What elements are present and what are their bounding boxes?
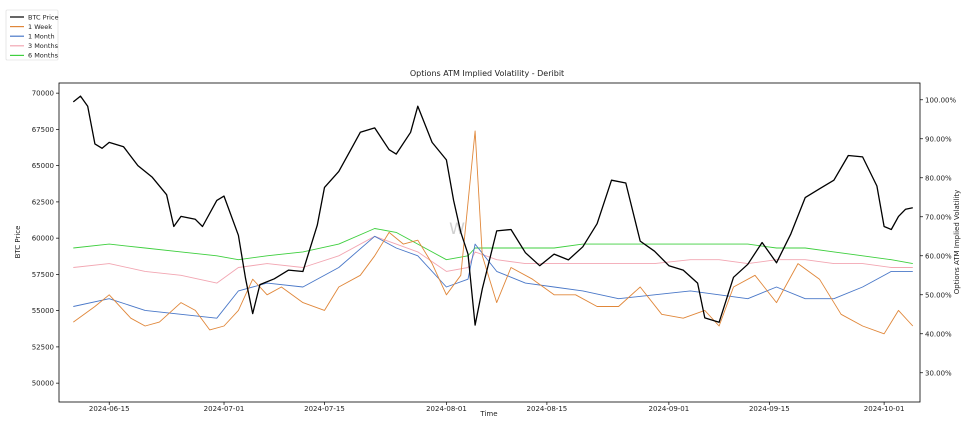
series-line-6-months — [73, 228, 913, 265]
y-left-tick-label: 60000 — [32, 235, 54, 243]
y-right-tick-label: 30.00% — [925, 369, 952, 377]
watermark-text: W — [449, 219, 465, 238]
y-left-tick-label: 62500 — [32, 198, 54, 206]
series-line-1-week — [73, 130, 914, 335]
y-right-tick-label: 40.00% — [925, 330, 952, 338]
y-left-tick-label: 67500 — [32, 126, 54, 134]
y-left-tick-label: 50000 — [32, 380, 54, 388]
y-left-tick-label: 70000 — [32, 90, 54, 98]
y-left-tick-label: 55000 — [32, 307, 54, 315]
series-line-btc-price — [72, 95, 913, 326]
y-left-tick-label: 57500 — [32, 271, 54, 279]
x-tick-label: 2024-10-01 — [864, 405, 905, 413]
series-line-3-months — [73, 235, 913, 284]
series-layer — [72, 95, 914, 335]
y-right-tick-label: 100.00% — [925, 96, 956, 104]
y-right-tick-label: 50.00% — [925, 291, 952, 299]
x-tick-label: 2024-09-15 — [749, 405, 790, 413]
x-tick-label: 2024-08-15 — [527, 405, 568, 413]
x-tick-label: 2024-09-01 — [649, 405, 690, 413]
legend-label: 1 Month — [28, 33, 55, 41]
series-line-1-month — [73, 235, 913, 319]
y-left-tick-label: 65000 — [32, 162, 54, 170]
legend-label: 1 Week — [28, 23, 52, 31]
legend-box — [5, 9, 59, 61]
y-left-tick-label: 52500 — [32, 343, 54, 351]
y-right-tick-label: 80.00% — [925, 174, 952, 182]
chart-title: Options ATM Implied Volatility - Deribit — [410, 69, 564, 78]
plot-area-frame — [58, 82, 921, 403]
x-tick-label: 2024-06-15 — [89, 405, 130, 413]
y-right-tick-label: 60.00% — [925, 252, 952, 260]
x-tick-label: 2024-08-01 — [426, 405, 467, 413]
axes-layer: 2024-06-15 2024-07-01 2024-07-15 2024-08-01… — [32, 90, 957, 413]
legend-label: 3 Months — [28, 42, 59, 50]
legend-label: BTC Price — [28, 13, 59, 21]
x-tick-label: 2024-07-01 — [204, 405, 245, 413]
y-right-tick-label: 70.00% — [925, 213, 952, 221]
legend-label: 6 Months — [28, 52, 59, 60]
y-right-tick-label: 90.00% — [925, 135, 952, 143]
x-axis-title: Time — [479, 410, 497, 418]
y-axis-left-title: BTC Price — [14, 226, 22, 259]
y-axis-right-title: Options ATM Implied Volatility — [953, 190, 961, 294]
x-tick-label: 2024-07-15 — [304, 405, 345, 413]
